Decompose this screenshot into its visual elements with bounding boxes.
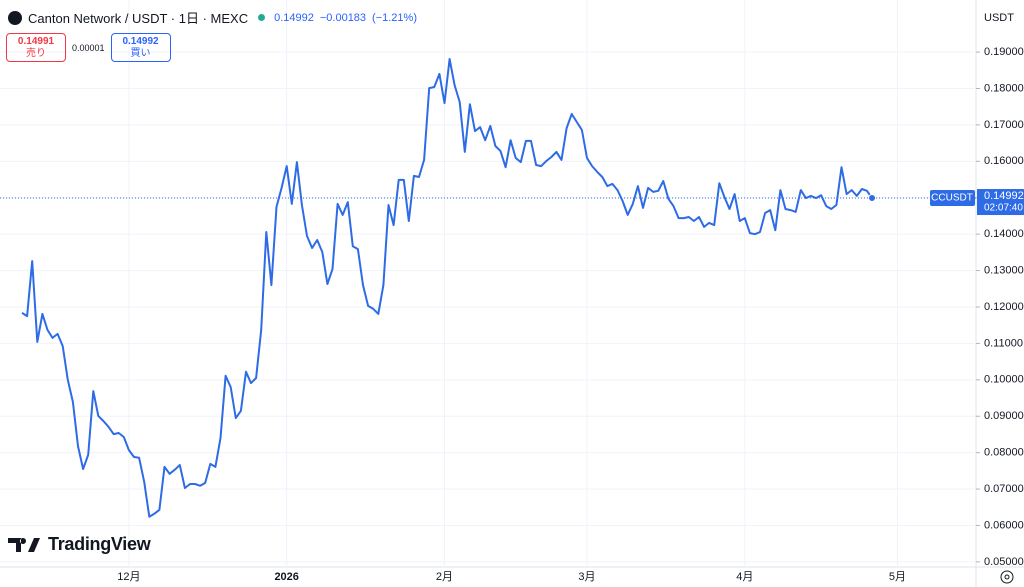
price-tag-countdown: 02:07:40 [984, 203, 1023, 214]
y-tick-label: 0.17000 [984, 119, 1024, 131]
spread: 0.00001 [72, 42, 105, 53]
y-axis-unit: USDT [984, 12, 1014, 24]
buy-button[interactable]: 0.14992 買い [110, 33, 171, 62]
x-tick-label: 4月 [736, 571, 753, 583]
y-tick-label: 0.11000 [984, 337, 1023, 349]
y-tick-label: 0.18000 [984, 82, 1024, 94]
coin-icon [8, 10, 22, 25]
y-tick-label: 0.05000 [984, 556, 1024, 568]
market-status [258, 14, 266, 21]
y-tick-label: 0.13000 [984, 264, 1024, 276]
buy-price: 0.14992 [122, 35, 159, 47]
price-tag-value: 0.14992 [984, 190, 1024, 202]
price-change-pct: (−1.21%) [372, 11, 417, 24]
symbol-tag [930, 190, 975, 207]
x-tick-label: 3月 [578, 571, 595, 583]
y-tick-label: 0.14000 [984, 228, 1024, 240]
sell-price: 0.14991 [17, 35, 55, 47]
buy-label: 買い [130, 47, 151, 59]
price-tag [977, 189, 1024, 216]
settings-icon[interactable] [1000, 570, 1014, 584]
y-tick-label: 0.09000 [984, 410, 1024, 422]
symbol-tag-label: CCUSDT [931, 193, 973, 204]
x-tick-label: 5月 [889, 571, 906, 583]
price-line [21, 58, 873, 518]
logo-icon [8, 537, 40, 552]
y-tick-label: 0.19000 [984, 46, 1024, 58]
y-tick-label: 0.06000 [984, 519, 1024, 531]
y-tick-label: 0.10000 [984, 374, 1024, 386]
y-tick-label: 0.07000 [984, 483, 1024, 495]
symbol-header: Canton Network / USDT · 1日 · MEXC 0.1499… [8, 8, 417, 27]
trade-buttons: 0.14991 売り 0.00001 0.14992 買い [6, 33, 171, 62]
logo-text: TradingView [48, 534, 151, 554]
symbol-title[interactable]: Canton Network / USDT · 1日 · MEXC [28, 11, 249, 26]
sell-button[interactable]: 0.14991 売り [6, 33, 66, 62]
y-tick-label: 0.12000 [984, 301, 1024, 313]
logo[interactable]: TradingView [8, 534, 151, 555]
grid [0, 0, 976, 567]
y-tick-label: 0.08000 [984, 447, 1024, 459]
y-tick-label: 0.16000 [984, 155, 1024, 167]
sell-label: 売り [26, 47, 46, 59]
x-tick-label: 2月 [436, 571, 453, 583]
x-tick-label: 2026 [274, 571, 298, 583]
settings-icon-core [1004, 574, 1010, 580]
x-tick-label: 12月 [117, 571, 140, 583]
price-change: −0.00183 [319, 11, 367, 24]
last-price: 0.14992 [274, 11, 314, 24]
last-price-dot [868, 194, 877, 203]
